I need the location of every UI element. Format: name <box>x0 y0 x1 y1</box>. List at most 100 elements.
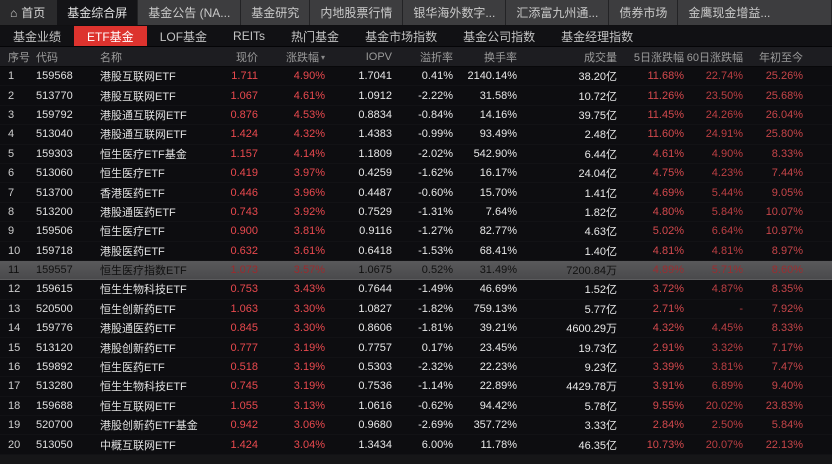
change-60d: 4.45% <box>711 322 743 335</box>
table-row[interactable]: 13 520500 恒生创新药ETF 1.063 3.30% 1.0827 -1… <box>0 300 832 319</box>
premium-rate: -0.84% <box>418 108 453 121</box>
turnover-rate: 542.90% <box>473 147 517 160</box>
home-tab[interactable]: ⌂ 首页 <box>0 0 57 25</box>
volume: 4.63亿 <box>584 226 617 239</box>
turnover-rate: 11.78% <box>480 438 518 451</box>
turnover-rate: 15.70% <box>479 186 517 199</box>
premium-rate: -2.02% <box>418 147 453 160</box>
change-5d: 11.45% <box>647 108 685 121</box>
table-row[interactable]: 2 513770 港股互联网ETF 1.067 4.61% 1.0912 -2.… <box>0 86 832 105</box>
top-tab-4[interactable]: 银华海外数字... <box>403 0 507 25</box>
table-row[interactable]: 4 513040 港股通互联网ETF 1.424 4.32% 1.4383 -0… <box>0 125 832 144</box>
subnav-item-7[interactable]: 基金经理指数 <box>561 29 634 44</box>
row-index: 16 <box>8 361 21 374</box>
current-price: 0.900 <box>230 225 258 238</box>
col-header-turnover[interactable]: 换手率 <box>484 51 517 64</box>
table-row[interactable]: 20 513050 中概互联网ETF 1.424 3.04% 1.3434 6.… <box>0 435 832 454</box>
fund-code: 159776 <box>36 322 73 335</box>
iopv-value: 1.0827 <box>358 302 392 315</box>
subnav-item-3[interactable]: REITs <box>233 29 266 43</box>
table-row[interactable]: 3 159792 港股通互联网ETF 0.876 4.53% 0.8834 -0… <box>0 106 832 125</box>
table-row[interactable]: 11 159557 恒生医疗指数ETF 1.073 3.57% 1.0675 0… <box>0 260 832 281</box>
col-header-volume[interactable]: 成交量 <box>584 51 617 64</box>
col-header-60d[interactable]: 60日涨跌幅 <box>686 51 743 64</box>
col-header-ytd[interactable]: 年初至今 <box>759 51 803 64</box>
current-price: 0.876 <box>230 108 258 121</box>
change-pct: 4.90% <box>293 70 325 83</box>
col-header-code[interactable]: 代码 <box>36 51 58 64</box>
current-price: 1.424 <box>230 438 258 451</box>
current-price: 0.743 <box>230 205 258 218</box>
col-header-change[interactable]: 涨跌幅 ▾ <box>258 49 325 65</box>
fund-name: 恒生医疗指数ETF <box>100 265 187 278</box>
table-row[interactable]: 1 159568 港股互联网ETF 1.711 4.90% 1.7041 0.4… <box>0 67 832 86</box>
table-row[interactable]: 10 159718 港股医药ETF 0.632 3.61% 0.6418 -1.… <box>0 242 832 261</box>
col-header-iopv[interactable]: IOPV <box>365 50 392 63</box>
turnover-rate: 39.21% <box>479 322 517 335</box>
table-row[interactable]: 16 159892 恒生医药ETF 0.518 3.19% 0.5303 -2.… <box>0 358 832 377</box>
top-tab-1[interactable]: 基金公告 (NA... <box>138 0 242 25</box>
change-ytd: 10.97% <box>765 225 803 238</box>
current-price: 0.777 <box>230 341 258 354</box>
change-pct: 3.19% <box>293 380 325 393</box>
table-row[interactable]: 19 520700 港股创新药ETF基金 0.942 3.06% 0.9680 … <box>0 416 832 435</box>
change-ytd: 8.35% <box>771 283 803 296</box>
col-header-premium[interactable]: 溢折率 <box>420 51 453 64</box>
row-index: 7 <box>8 186 15 199</box>
fund-code: 159718 <box>36 244 73 257</box>
change-ytd: 25.26% <box>765 70 803 83</box>
bottom-strip <box>0 454 832 464</box>
change-5d: 5.02% <box>652 225 684 238</box>
table-row[interactable]: 6 513060 恒生医疗ETF 0.419 3.97% 0.4259 -1.6… <box>0 164 832 183</box>
premium-rate: 0.41% <box>421 70 453 83</box>
change-ytd: 8.60% <box>771 264 803 277</box>
change-60d: 20.07% <box>705 438 743 451</box>
subnav-item-1[interactable]: ETF基金 <box>74 26 147 46</box>
iopv-value: 0.7644 <box>358 283 392 296</box>
col-header-price[interactable]: 现价 <box>236 51 258 64</box>
top-tab-7[interactable]: 金鹰现金增益... <box>678 0 832 25</box>
table-row[interactable]: 18 159688 恒生互联网ETF 1.055 3.13% 1.0616 -0… <box>0 397 832 416</box>
premium-rate: -0.62% <box>418 399 453 412</box>
top-tab-2[interactable]: 基金研究 <box>241 0 311 25</box>
top-tab-6[interactable]: 债券市场 <box>609 0 679 25</box>
col-header-5d[interactable]: 5日涨跌幅 <box>633 51 684 64</box>
table-row[interactable]: 17 513280 恒生生物科技ETF 0.745 3.19% 0.7536 -… <box>0 377 832 396</box>
table-row[interactable]: 15 513120 港股创新药ETF 0.777 3.19% 0.7757 0.… <box>0 338 832 357</box>
top-tab-5[interactable]: 汇添富九州通... <box>506 0 610 25</box>
top-tab-0[interactable]: 基金综合屏 <box>57 0 139 25</box>
change-5d: 11.26% <box>647 89 685 102</box>
subnav-item-0[interactable]: 基金业绩 <box>13 29 62 44</box>
turnover-rate: 22.89% <box>479 380 517 393</box>
premium-rate: -1.14% <box>418 380 453 393</box>
table-row[interactable]: 12 159615 恒生生物科技ETF 0.753 3.43% 0.7644 -… <box>0 280 832 299</box>
row-index: 9 <box>8 225 15 238</box>
premium-rate: -1.31% <box>418 205 453 218</box>
fund-table-body: 1 159568 港股互联网ETF 1.711 4.90% 1.7041 0.4… <box>0 67 832 455</box>
fund-code: 513700 <box>36 186 73 199</box>
volume: 19.73亿 <box>578 342 617 355</box>
col-header-name[interactable]: 名称 <box>100 51 122 64</box>
current-price: 1.063 <box>230 302 258 315</box>
row-index: 5 <box>8 147 15 160</box>
fund-code: 159615 <box>36 283 73 296</box>
premium-rate: -1.27% <box>418 225 453 238</box>
subnav-item-4[interactable]: 热门基金 <box>291 29 340 44</box>
change-60d: 6.89% <box>711 380 743 393</box>
volume: 6.44亿 <box>584 148 617 161</box>
change-ytd: 5.84% <box>771 419 803 432</box>
table-row[interactable]: 5 159303 恒生医疗ETF基金 1.157 4.14% 1.1809 -2… <box>0 145 832 164</box>
subnav-item-6[interactable]: 基金公司指数 <box>463 29 536 44</box>
change-pct: 3.13% <box>293 399 325 412</box>
table-row[interactable]: 8 513200 港股通医药ETF 0.743 3.92% 0.7529 -1.… <box>0 203 832 222</box>
top-tab-3[interactable]: 内地股票行情 <box>310 0 404 25</box>
table-row[interactable]: 7 513700 香港医药ETF 0.446 3.96% 0.4487 -0.6… <box>0 183 832 202</box>
table-row[interactable]: 9 159506 恒生医疗ETF 0.900 3.81% 0.9116 -1.2… <box>0 222 832 241</box>
subnav-item-2[interactable]: LOF基金 <box>159 29 208 44</box>
change-pct: 3.61% <box>293 244 325 257</box>
subnav-item-5[interactable]: 基金市场指数 <box>365 29 438 44</box>
col-header-seq[interactable]: 序号 <box>8 51 30 64</box>
volume: 7200.84万 <box>566 265 617 278</box>
table-row[interactable]: 14 159776 港股通医药ETF 0.845 3.30% 0.8606 -1… <box>0 319 832 338</box>
sort-desc-icon: ▾ <box>320 52 325 62</box>
